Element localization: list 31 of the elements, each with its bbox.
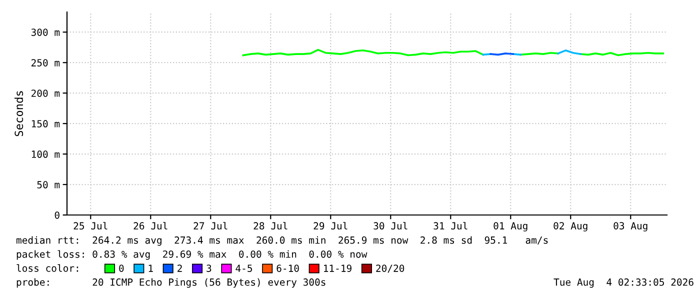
- y-tick-label: 250 m: [32, 59, 60, 66]
- text: probe: 20 ICMP Echo Pings (56 Bytes) every 300s: [16, 278, 326, 288]
- x-tick-label: 01 Aug: [494, 222, 528, 232]
- text: Tue Aug 4 02:33:05 2026: [554, 278, 694, 288]
- x-tick-label: 25 Jul: [74, 222, 108, 230]
- legend-label: 20/20: [376, 264, 404, 273]
- y-tick-label: 150 m: [32, 120, 60, 128]
- y-tick-label: 100 m: [32, 150, 60, 158]
- x-tick-label: 30 Jul: [374, 222, 408, 230]
- legend-label: 1: [148, 264, 153, 272]
- text: median rtt: 264.2 ms avg 273.4 ms max 260.0 ms min 265.9 ms now 2.8 ms sd 95.1 am/s: [16, 236, 548, 246]
- legend-label: 3: [206, 264, 212, 272]
- text: packet loss: 0.83 % avg 29.69 % max 0.00 % min 0.00 % now: [16, 250, 368, 260]
- x-tick-label: 31 Jul: [434, 222, 468, 230]
- legend-label: 6-10: [276, 264, 299, 272]
- x-tick-label: 26 Jul: [134, 222, 168, 230]
- legend-label: 2: [178, 264, 182, 272]
- x-tick-label: 03 Aug: [614, 222, 648, 232]
- y-tick-label: 50 m: [37, 181, 60, 188]
- x-tick-label: 29 Jul: [314, 222, 348, 230]
- legend-label: 0: [119, 264, 124, 272]
- x-tick-label: 02 Aug: [554, 222, 588, 232]
- x-tick-label: 27 Jul: [194, 222, 228, 230]
- legend-label: 11-19: [324, 264, 352, 272]
- legend-title: loss color:: [16, 264, 78, 272]
- y-tick-label: 0: [54, 212, 60, 219]
- y-tick-label: 200 m: [32, 90, 60, 97]
- y-tick-label: 300 m: [31, 28, 60, 36]
- x-tick-label: 28 Jul: [254, 222, 288, 230]
- legend-label: 4-5: [236, 264, 252, 272]
- y-axis-title: Seconds: [14, 91, 24, 136]
